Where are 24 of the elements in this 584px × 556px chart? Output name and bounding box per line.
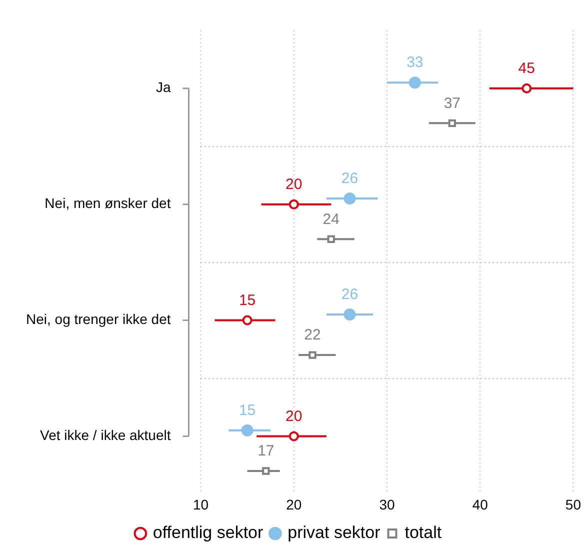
- legend-label: privat sektor: [288, 523, 381, 542]
- data-label: 15: [238, 292, 256, 309]
- legend-label: offentlig sektor: [152, 523, 264, 542]
- data-label: 26: [341, 170, 358, 188]
- y-tick-label: Ja: [156, 79, 171, 96]
- data-label: 17: [258, 442, 274, 460]
- y-tick-label: Nei, men ønsker det: [44, 195, 171, 212]
- x-tick-label: 30: [379, 496, 395, 512]
- x-tick-label: 40: [472, 496, 488, 512]
- data-label: 20: [286, 408, 302, 425]
- data-label: 15: [238, 402, 256, 420]
- x-tick-label: 20: [286, 496, 302, 512]
- data-label: 33: [406, 54, 424, 72]
- data-label: 20: [286, 176, 302, 193]
- legend-label: totalt: [404, 523, 442, 542]
- data-label: 24: [322, 210, 340, 228]
- data-label: 26: [341, 286, 358, 304]
- data-label: 45: [518, 60, 535, 78]
- data-label: 22: [304, 326, 321, 344]
- y-tick-label: Nei, og trenger ikke det: [26, 311, 171, 328]
- x-tick-label: 10: [192, 496, 209, 512]
- y-tick-label: Vet ikke / ikke aktuelt: [40, 427, 171, 444]
- data-label: 37: [444, 94, 461, 112]
- x-tick-label: 50: [565, 496, 582, 512]
